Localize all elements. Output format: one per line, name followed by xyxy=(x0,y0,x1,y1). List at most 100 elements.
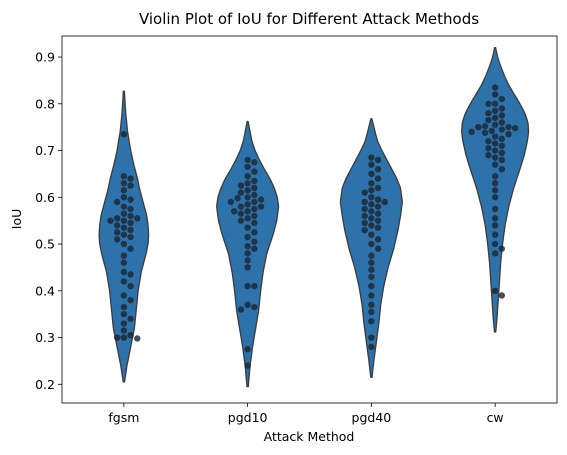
swarm-point-cw xyxy=(485,116,492,124)
chart-title: Violin Plot of IoU for Different Attack … xyxy=(139,10,479,28)
y-tick-label: 0.9 xyxy=(35,50,55,65)
swarm-point-fgsm xyxy=(127,296,134,304)
swarm-point-cw xyxy=(491,161,499,168)
swarm-point-pgd40 xyxy=(368,259,375,266)
swarm-point-cw xyxy=(498,112,506,119)
swarm-point-pgd10 xyxy=(244,282,251,290)
plot-frame xyxy=(61,35,558,404)
swarm-point-pgd40 xyxy=(368,201,375,208)
swarm-point-pgd40 xyxy=(361,219,368,227)
swarm-point-cw xyxy=(491,180,499,187)
swarm-point-cw xyxy=(491,121,499,129)
swarm-point-pgd40 xyxy=(361,189,368,196)
swarm-point-pgd40 xyxy=(368,170,375,178)
swarm-point-pgd10 xyxy=(244,257,251,264)
swarm-point-pgd10 xyxy=(244,243,251,250)
swarm-point-pgd10 xyxy=(227,198,235,206)
swarm-point-cw xyxy=(491,91,499,98)
y-tick-label: 0.3 xyxy=(35,330,55,345)
swarm-point-fgsm xyxy=(120,224,128,231)
swarm-point-pgd40 xyxy=(368,343,375,351)
swarm-point-pgd40 xyxy=(374,245,382,252)
swarm-point-cw xyxy=(491,107,499,115)
swarm-point-pgd40 xyxy=(361,198,368,206)
swarm-point-pgd40 xyxy=(374,196,382,203)
swarm-point-pgd40 xyxy=(374,184,382,192)
y-tick-label: 0.5 xyxy=(35,237,55,252)
swarm-point-fgsm xyxy=(120,327,128,334)
swarm-point-fgsm xyxy=(107,217,114,224)
swarm-point-fgsm xyxy=(113,229,121,236)
swarm-point-fgsm xyxy=(120,173,128,180)
swarm-point-cw xyxy=(481,129,489,136)
swarm-point-pgd10 xyxy=(251,198,258,206)
swarm-point-pgd40 xyxy=(368,222,375,229)
swarm-point-cw xyxy=(498,156,506,164)
swarm-point-pgd40 xyxy=(368,215,375,222)
swarm-point-pgd40 xyxy=(374,156,382,164)
swarm-point-pgd40 xyxy=(374,217,382,224)
swarm-point-cw xyxy=(512,124,519,132)
swarm-point-pgd10 xyxy=(244,233,251,241)
swarm-point-cw xyxy=(498,105,506,112)
swarm-point-fgsm xyxy=(120,292,128,299)
swarm-point-pgd10 xyxy=(234,195,241,202)
swarm-point-cw xyxy=(485,152,492,159)
swarm-point-fgsm xyxy=(127,212,134,220)
swarm-point-fgsm xyxy=(113,334,121,341)
swarm-point-pgd40 xyxy=(374,203,382,210)
swarm-point-fgsm xyxy=(120,231,128,238)
swarm-point-pgd10 xyxy=(257,203,265,210)
swarm-point-cw xyxy=(485,137,492,145)
swarm-point-cw xyxy=(491,240,499,248)
y-tick-label: 0.8 xyxy=(35,96,55,111)
swarm-point-pgd40 xyxy=(374,175,382,182)
swarm-point-fgsm xyxy=(120,210,128,217)
swarm-point-fgsm xyxy=(113,215,121,222)
swarm-point-fgsm xyxy=(120,187,128,194)
swarm-point-pgd10 xyxy=(244,156,251,164)
swarm-point-cw xyxy=(491,114,499,122)
swarm-point-pgd10 xyxy=(244,194,251,201)
swarm-point-pgd10 xyxy=(237,306,245,313)
swarm-point-cw xyxy=(498,149,506,157)
swarm-point-cw xyxy=(498,166,506,173)
swarm-point-pgd10 xyxy=(244,173,251,180)
swarm-point-pgd10 xyxy=(231,208,238,215)
swarm-point-cw xyxy=(498,245,506,252)
swarm-point-pgd40 xyxy=(368,334,375,341)
swarm-point-fgsm xyxy=(120,320,128,327)
swarm-point-cw xyxy=(485,145,492,152)
swarm-point-pgd10 xyxy=(244,208,251,215)
y-axis: 0.2 0.3 0.4 0.5 0.6 0.7 0.8 0.9 xyxy=(35,50,62,392)
swarm-point-pgd40 xyxy=(368,161,375,168)
swarm-point-fgsm xyxy=(127,219,134,227)
swarm-point-cw xyxy=(491,215,499,222)
swarm-point-cw xyxy=(498,119,506,126)
swarm-point-fgsm xyxy=(120,268,128,276)
swarm-point-pgd10 xyxy=(251,238,258,245)
swarm-point-fgsm xyxy=(120,252,128,259)
x-axis: fgsm pgd10 pgd40 cw xyxy=(108,403,504,425)
swarm-point-cw xyxy=(491,205,499,213)
swarm-point-cw xyxy=(498,292,506,299)
swarm-point-pgd40 xyxy=(368,194,375,201)
swarm-point-cw xyxy=(498,126,506,133)
swarm-point-cw xyxy=(491,231,499,238)
swarm-point-cw xyxy=(491,222,499,229)
swarm-point-fgsm xyxy=(127,271,134,278)
swarm-point-fgsm xyxy=(127,332,134,339)
swarm-point-pgd40 xyxy=(368,282,375,290)
swarm-point-cw xyxy=(491,173,499,180)
swarm-point-fgsm xyxy=(113,222,121,229)
swarm-point-pgd40 xyxy=(368,308,375,316)
swarm-point-pgd10 xyxy=(251,205,258,213)
swarm-point-fgsm xyxy=(120,217,128,224)
swarm-point-cw xyxy=(491,133,499,140)
y-tick-label: 0.6 xyxy=(35,190,55,205)
swarm-point-pgd10 xyxy=(237,217,245,224)
swarm-point-cw xyxy=(505,130,512,138)
swarm-point-fgsm xyxy=(113,236,121,243)
swarm-point-pgd40 xyxy=(368,231,375,238)
swarm-point-cw xyxy=(491,84,499,91)
